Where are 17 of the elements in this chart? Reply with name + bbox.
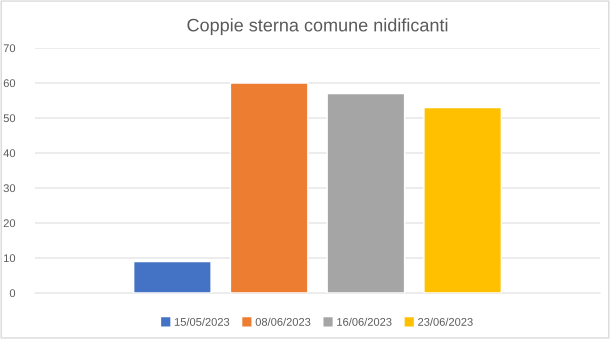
y-tick-label: 30 — [4, 184, 16, 192]
y-tick-label: 60 — [4, 79, 16, 88]
y-tick-label: 10 — [4, 254, 16, 262]
bar — [132, 260, 212, 293]
legend-label: 15/05/2023 — [174, 318, 230, 326]
y-tick-label: 40 — [3, 149, 16, 158]
y-tick-label: 0 — [10, 289, 16, 298]
bar — [230, 82, 309, 293]
y-tick-label: 20 — [4, 219, 16, 228]
legend-label: 08/06/2023 — [256, 318, 310, 326]
chart-title: Coppie sterna comune nidificanti — [187, 18, 448, 36]
legend-label: 23/06/2023 — [418, 318, 473, 326]
y-tick-label: 70 — [4, 44, 16, 52]
legend-label: 16/06/2023 — [337, 318, 392, 326]
y-tick-label: 50 — [4, 114, 16, 122]
bar — [326, 92, 406, 293]
bar — [423, 106, 502, 293]
